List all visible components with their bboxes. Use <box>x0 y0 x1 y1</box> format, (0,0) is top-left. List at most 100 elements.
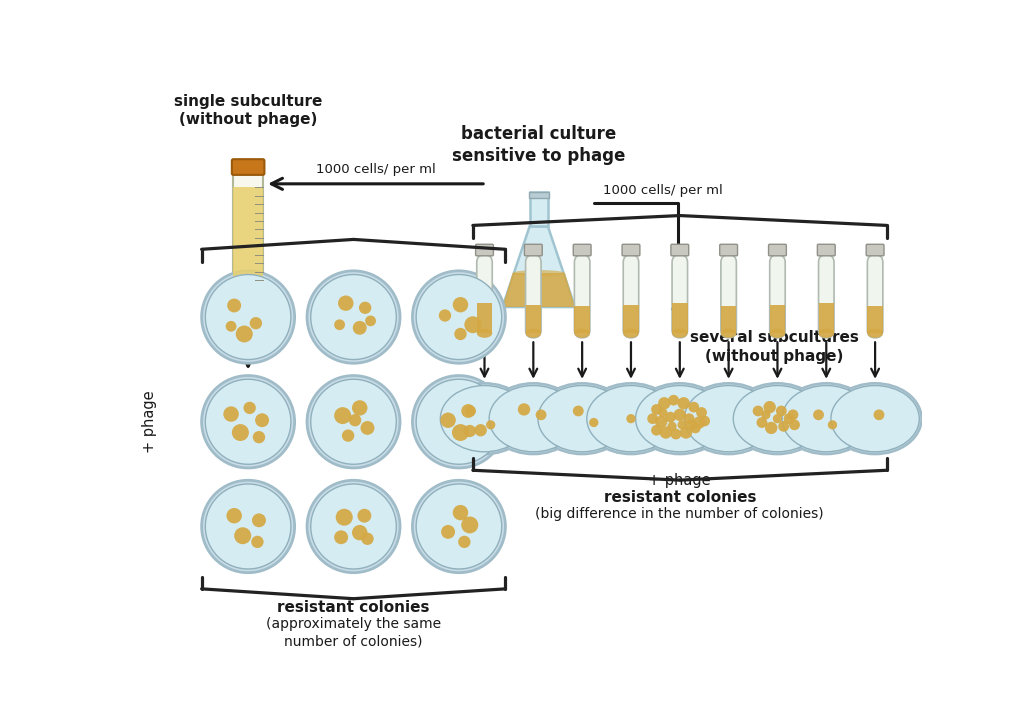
Polygon shape <box>233 187 263 287</box>
Circle shape <box>416 484 502 569</box>
FancyBboxPatch shape <box>818 255 834 338</box>
Circle shape <box>671 429 681 440</box>
Ellipse shape <box>828 384 922 454</box>
Circle shape <box>778 421 790 432</box>
Ellipse shape <box>513 270 565 276</box>
FancyBboxPatch shape <box>574 255 590 338</box>
Circle shape <box>699 416 710 427</box>
Circle shape <box>761 410 770 419</box>
Ellipse shape <box>672 328 687 338</box>
Circle shape <box>773 414 782 423</box>
Circle shape <box>226 508 242 523</box>
FancyBboxPatch shape <box>622 244 640 256</box>
Polygon shape <box>818 303 834 333</box>
Text: 1000 cells/ per ml: 1000 cells/ per ml <box>603 184 723 197</box>
Circle shape <box>349 414 361 427</box>
Circle shape <box>441 525 455 538</box>
Ellipse shape <box>684 386 773 452</box>
Polygon shape <box>503 226 575 307</box>
Ellipse shape <box>636 386 724 452</box>
Text: several subcultures
(without phage): several subcultures (without phage) <box>690 330 859 364</box>
Ellipse shape <box>830 386 920 452</box>
Circle shape <box>674 409 686 421</box>
FancyBboxPatch shape <box>231 159 264 175</box>
Ellipse shape <box>624 328 639 338</box>
FancyBboxPatch shape <box>671 244 689 256</box>
Circle shape <box>659 427 672 439</box>
Circle shape <box>688 402 699 412</box>
Circle shape <box>227 298 241 313</box>
Ellipse shape <box>585 384 678 454</box>
Text: 1000 cells/ per ml: 1000 cells/ per ml <box>315 163 435 176</box>
Ellipse shape <box>731 384 824 454</box>
Circle shape <box>757 417 767 428</box>
Circle shape <box>783 413 795 424</box>
Circle shape <box>790 419 800 430</box>
Circle shape <box>651 425 662 436</box>
Text: + phage: + phage <box>648 473 711 488</box>
Circle shape <box>231 424 249 441</box>
Circle shape <box>357 509 372 523</box>
Circle shape <box>458 536 471 548</box>
Circle shape <box>686 419 697 430</box>
Ellipse shape <box>733 386 821 452</box>
Circle shape <box>352 525 368 541</box>
Circle shape <box>338 295 353 311</box>
Ellipse shape <box>489 386 578 452</box>
Circle shape <box>366 315 376 326</box>
Circle shape <box>464 425 476 437</box>
Circle shape <box>352 321 367 335</box>
Polygon shape <box>233 287 263 318</box>
Circle shape <box>669 395 679 406</box>
Ellipse shape <box>779 384 872 454</box>
Ellipse shape <box>818 328 834 338</box>
Ellipse shape <box>525 328 541 338</box>
Circle shape <box>474 424 486 437</box>
Circle shape <box>452 424 469 441</box>
Circle shape <box>455 328 467 340</box>
FancyBboxPatch shape <box>573 244 591 256</box>
FancyBboxPatch shape <box>770 255 785 338</box>
Circle shape <box>813 409 824 420</box>
Ellipse shape <box>440 386 528 452</box>
FancyBboxPatch shape <box>721 255 736 338</box>
FancyBboxPatch shape <box>867 255 883 338</box>
Text: resistant colonies: resistant colonies <box>603 490 756 505</box>
Circle shape <box>680 427 692 439</box>
Circle shape <box>206 484 291 569</box>
Circle shape <box>668 422 677 431</box>
Ellipse shape <box>867 328 883 338</box>
Bar <box>529 191 548 226</box>
Circle shape <box>518 403 530 416</box>
Polygon shape <box>477 303 493 333</box>
Bar <box>529 191 549 198</box>
Polygon shape <box>233 287 263 318</box>
Circle shape <box>438 309 452 322</box>
Circle shape <box>342 429 354 442</box>
Circle shape <box>310 484 396 569</box>
Text: bacterial culture
sensitive to phage: bacterial culture sensitive to phage <box>452 125 626 166</box>
Bar <box>233 174 263 287</box>
Circle shape <box>465 406 476 417</box>
Circle shape <box>665 412 676 422</box>
Circle shape <box>310 275 396 359</box>
Ellipse shape <box>721 328 736 338</box>
Ellipse shape <box>536 384 629 454</box>
Polygon shape <box>624 305 639 333</box>
Circle shape <box>359 302 372 314</box>
Circle shape <box>416 379 502 465</box>
Circle shape <box>413 376 506 468</box>
Text: resistant colonies: resistant colonies <box>278 599 430 614</box>
Ellipse shape <box>770 328 785 338</box>
Circle shape <box>202 376 295 468</box>
Ellipse shape <box>782 386 870 452</box>
Circle shape <box>252 513 266 527</box>
Ellipse shape <box>486 384 580 454</box>
Ellipse shape <box>477 328 493 338</box>
Circle shape <box>678 420 687 429</box>
Circle shape <box>202 271 295 364</box>
Circle shape <box>693 417 706 429</box>
Circle shape <box>453 297 468 313</box>
Circle shape <box>416 275 502 359</box>
Circle shape <box>690 422 700 433</box>
